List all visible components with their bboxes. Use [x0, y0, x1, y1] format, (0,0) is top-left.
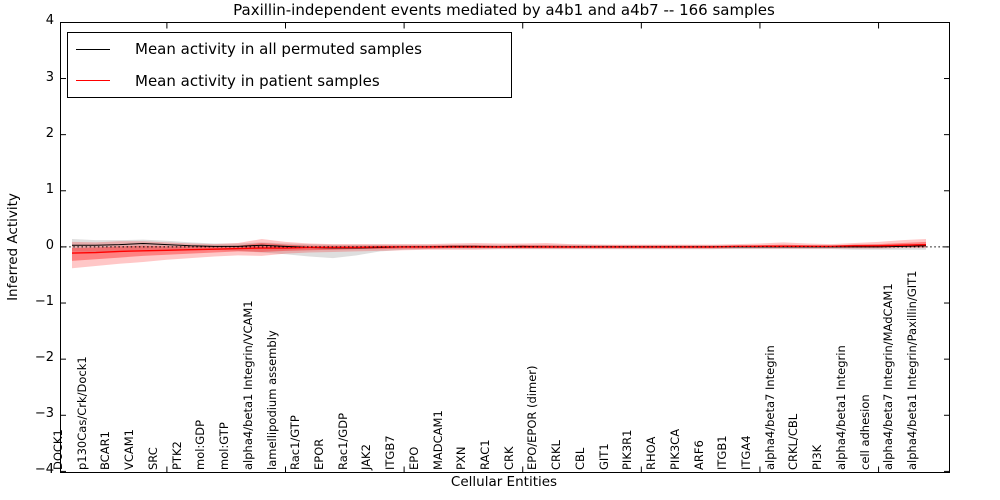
x-tick-label: EPO/EPOR (dimer)	[525, 365, 540, 471]
x-tick-label: mol:GDP	[193, 419, 208, 470]
x-tick-label: JAK2	[359, 444, 374, 470]
legend-row-permuted: Mean activity in all permuted samples	[68, 34, 511, 64]
permuted-line-sample-icon	[76, 48, 110, 50]
x-tick-label: Rac1/GTP	[288, 415, 303, 470]
x-tick-label: cell adhesion	[857, 394, 872, 470]
y-tick-label: 3	[45, 69, 54, 85]
y-tick-label: 1	[45, 181, 54, 197]
x-tick-label: alpha4/beta1 Integrin/Paxillin/GIT1	[905, 270, 919, 470]
chart-title: Paxillin-independent events mediated by …	[233, 1, 775, 19]
x-tick-label: ARF6	[691, 440, 706, 470]
x-tick-label: ITGB7	[383, 435, 398, 470]
x-tick-label: PIK3CA	[667, 428, 682, 470]
x-tick-label: SRC	[145, 447, 160, 470]
x-tick-label: PTK2	[169, 441, 184, 470]
x-tick-label: ITGB1	[715, 435, 730, 470]
y-tick-label: −1	[34, 294, 54, 310]
x-tick-label: CRKL/CBL	[786, 413, 801, 470]
x-tick-label: mol:GTP	[217, 422, 232, 470]
patient-line-sample-icon	[76, 80, 110, 82]
y-tick-label: −2	[34, 350, 54, 366]
x-tick-label: CBL	[572, 447, 587, 470]
legend-label-patient: Mean activity in patient samples	[135, 71, 380, 90]
x-tick-label: alpha4/beta1 Integrin	[833, 345, 848, 470]
y-tick-label: 0	[45, 237, 54, 253]
x-tick-label: PI3K	[810, 444, 825, 470]
y-tick-label: −4	[34, 462, 54, 478]
x-tick-label: PIK3R1	[620, 429, 635, 471]
x-tick-label: alpha4/beta7 Integrin/MAdCAM1	[881, 283, 896, 470]
x-tick-label: MADCAM1	[430, 410, 445, 470]
x-tick-label: ITGA4	[738, 435, 753, 470]
y-tick-label: 2	[45, 125, 54, 141]
x-tick-label: alpha4/beta7 Integrin	[762, 345, 777, 470]
x-tick-label: p130Cas/Crk/Dock1	[74, 356, 89, 470]
legend: Mean activity in all permuted samples Me…	[67, 32, 512, 98]
x-tick-label: GIT1	[596, 443, 611, 470]
x-tick-label: CRK	[501, 446, 516, 470]
x-tick-label: lamellipodium assembly	[264, 330, 279, 470]
x-axis-label: Cellular Entities	[450, 474, 558, 490]
y-tick-label: −3	[34, 406, 54, 422]
x-tick-label: alpha4/beta1 Integrin/VCAM1	[240, 300, 255, 470]
x-tick-label: PXN	[454, 446, 469, 470]
plot-canvas	[61, 23, 949, 472]
legend-label-permuted: Mean activity in all permuted samples	[135, 40, 422, 59]
x-tick-label: EPOR	[311, 438, 326, 470]
x-tick-label: Rac1/GDP	[335, 412, 350, 470]
x-tick-label: CRKL	[549, 440, 564, 470]
x-tick-label: EPO	[406, 446, 421, 470]
y-tick-label: 4	[45, 13, 54, 29]
x-tick-label: DOCK1	[51, 429, 65, 470]
x-tick-label: VCAM1	[122, 428, 137, 470]
x-tick-label: RAC1	[478, 439, 492, 470]
legend-row-patient: Mean activity in patient samples	[68, 66, 511, 96]
plot-area: DOCK1 p130Cas/Crk/Dock1 BCAR1 VCAM1 SRC PTK2 m…	[51, 22, 950, 473]
x-tick-label: BCAR1	[98, 431, 113, 470]
x-tick-label: RHOA	[644, 436, 659, 470]
